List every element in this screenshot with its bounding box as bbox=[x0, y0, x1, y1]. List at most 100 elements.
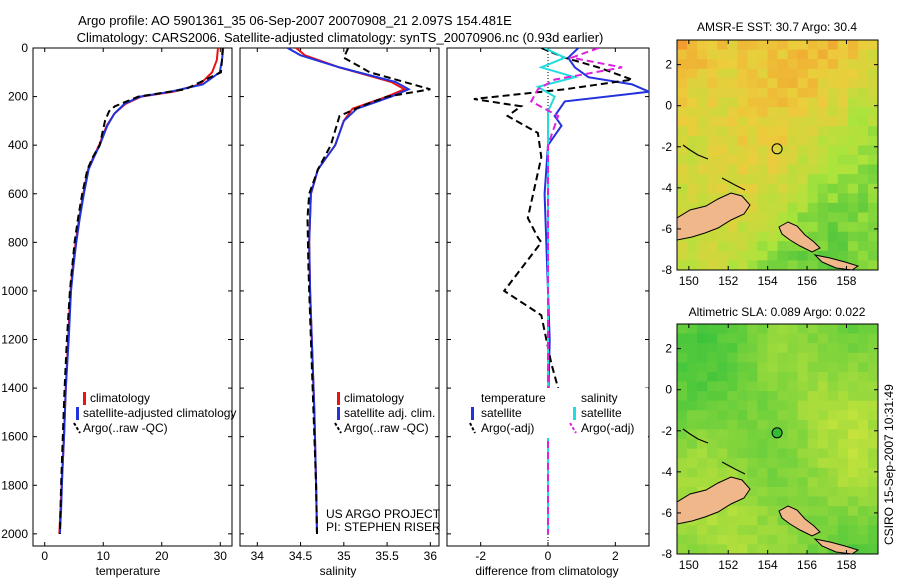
salinity-legend: climatology satellite adj. clim. Argo(..… bbox=[334, 391, 435, 435]
map-cell bbox=[777, 212, 789, 223]
map-cell bbox=[757, 260, 769, 270]
map-cell bbox=[697, 241, 708, 252]
map-cell bbox=[817, 515, 829, 526]
map-cell bbox=[867, 164, 878, 175]
map-cell bbox=[727, 544, 738, 554]
difference-axis-ticks: -2 0 2 bbox=[447, 47, 649, 563]
map-cell bbox=[807, 250, 819, 262]
map-cell bbox=[827, 78, 839, 89]
legend-label-climatology: climatology bbox=[90, 391, 150, 405]
map-cell bbox=[767, 439, 779, 450]
map-cell bbox=[787, 202, 799, 214]
map-cell bbox=[697, 352, 708, 363]
map-cell bbox=[807, 183, 819, 194]
map-cell bbox=[687, 448, 698, 459]
map-cell bbox=[717, 381, 728, 392]
map-cell bbox=[867, 381, 878, 392]
map-cell bbox=[867, 362, 878, 373]
map-cell bbox=[707, 381, 718, 392]
map-cell bbox=[677, 352, 688, 363]
map-cell bbox=[767, 534, 779, 546]
map-cell bbox=[687, 145, 698, 156]
map-cell bbox=[687, 183, 698, 194]
map-cell bbox=[837, 458, 849, 469]
map-cell bbox=[807, 68, 819, 79]
map-cell bbox=[697, 458, 708, 469]
map-cell bbox=[707, 439, 718, 450]
map-cell bbox=[827, 155, 839, 166]
map-cell bbox=[717, 506, 728, 517]
map-cell bbox=[807, 78, 819, 89]
map-y-tick-label: 0 bbox=[665, 383, 672, 397]
map-cell bbox=[837, 78, 849, 89]
map-cell bbox=[857, 333, 869, 344]
map-cell bbox=[687, 362, 698, 373]
map-cell bbox=[787, 116, 799, 127]
map-cell bbox=[867, 400, 878, 411]
map-cell bbox=[727, 343, 738, 354]
map-cell bbox=[867, 544, 878, 554]
map-cell bbox=[737, 164, 748, 175]
map-cell bbox=[867, 40, 878, 51]
map-cell bbox=[727, 506, 738, 517]
map-cell bbox=[807, 477, 819, 488]
map-cell bbox=[717, 525, 728, 536]
map-cell bbox=[677, 40, 688, 51]
map-cell bbox=[807, 410, 819, 421]
map-cell bbox=[747, 260, 758, 270]
map-cell bbox=[857, 135, 869, 147]
map-cell bbox=[837, 174, 849, 185]
map-cell bbox=[697, 467, 708, 478]
map-cell bbox=[737, 231, 748, 242]
sla-map-grid bbox=[677, 324, 878, 554]
map-cell bbox=[757, 202, 769, 214]
map-cell bbox=[737, 107, 748, 118]
map-cell bbox=[857, 250, 869, 262]
map-cell bbox=[687, 439, 698, 450]
map-cell bbox=[687, 371, 698, 383]
map-cell bbox=[847, 164, 859, 175]
map-cell bbox=[837, 486, 849, 498]
map-cell bbox=[787, 429, 799, 440]
map-cell bbox=[717, 515, 728, 526]
map-cell bbox=[717, 97, 728, 108]
map-cell bbox=[747, 448, 758, 459]
map-cell bbox=[777, 241, 789, 252]
map-cell bbox=[717, 467, 728, 478]
map-cell bbox=[697, 534, 708, 546]
map-cell bbox=[867, 250, 878, 262]
map-cell bbox=[847, 68, 859, 79]
map-cell bbox=[827, 49, 839, 60]
map-cell bbox=[847, 419, 859, 431]
map-cell bbox=[807, 49, 819, 60]
map-cell bbox=[767, 477, 779, 488]
map-cell bbox=[837, 534, 849, 546]
map-cell bbox=[687, 477, 698, 488]
land-islands-north bbox=[682, 428, 709, 444]
map-y-tick-label: 0 bbox=[665, 99, 672, 113]
map-cell bbox=[757, 68, 769, 79]
map-cell bbox=[747, 486, 758, 498]
map-cell bbox=[827, 391, 839, 402]
map-cell bbox=[767, 107, 779, 118]
map-cell bbox=[737, 352, 748, 363]
map-cell bbox=[787, 333, 799, 344]
map-cell bbox=[727, 429, 738, 440]
map-cell bbox=[687, 97, 698, 108]
map-cell bbox=[867, 87, 878, 99]
map-cell bbox=[777, 391, 789, 402]
map-cell bbox=[777, 126, 789, 137]
map-cell bbox=[817, 467, 829, 478]
map-x-tick-label: 156 bbox=[797, 558, 817, 572]
land-bougainville bbox=[813, 254, 860, 270]
map-cell bbox=[737, 534, 748, 546]
map-cell bbox=[727, 155, 738, 166]
map-cell bbox=[697, 477, 708, 488]
map-cell bbox=[817, 506, 829, 517]
map-cell bbox=[827, 222, 839, 233]
map-cell bbox=[777, 410, 789, 421]
map-cell bbox=[827, 525, 839, 536]
map-cell bbox=[737, 250, 748, 262]
map-cell bbox=[747, 145, 758, 156]
map-cell bbox=[717, 352, 728, 363]
